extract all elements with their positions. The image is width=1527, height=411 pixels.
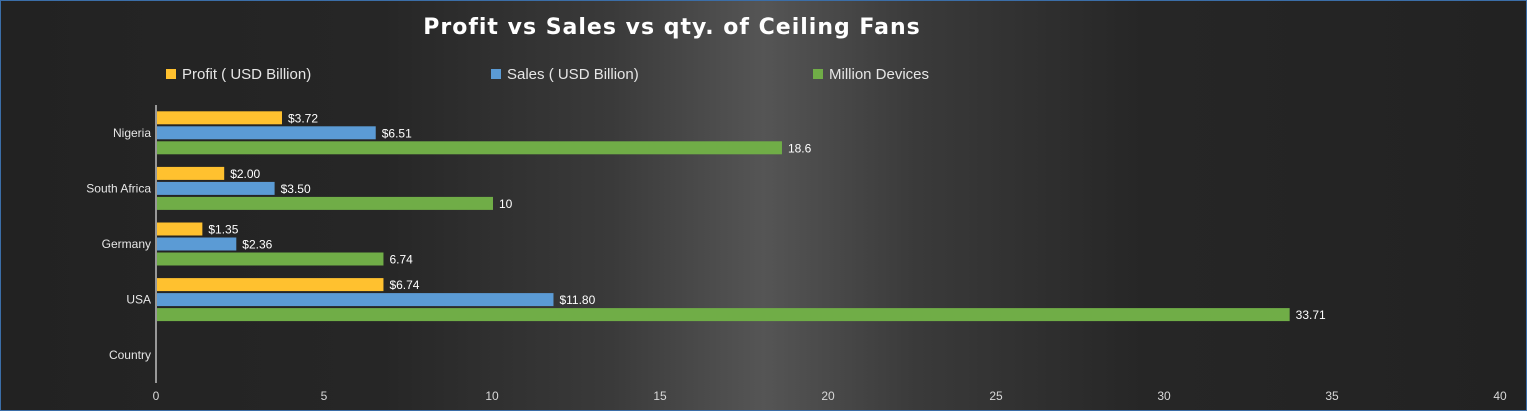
y-tick-label: Country [109, 348, 151, 362]
legend-item-devices: Million Devices [813, 64, 929, 84]
x-tick-label: 35 [1325, 389, 1339, 403]
legend-label-profit: Profit ( USD Billion) [182, 65, 312, 83]
legend-swatch-devices [813, 69, 823, 79]
x-tick-label: 25 [989, 389, 1003, 403]
bar [157, 278, 384, 292]
data-label: $2.00 [230, 167, 260, 181]
bar [157, 293, 554, 307]
data-label: 10 [499, 197, 513, 211]
x-tick-label: 10 [485, 389, 499, 403]
y-tick-label: USA [126, 293, 151, 307]
bar [157, 196, 493, 210]
data-label: 18.6 [788, 141, 812, 155]
legend-label-devices: Million Devices [829, 65, 930, 83]
data-label: 33.71 [1296, 308, 1326, 322]
bar [157, 166, 225, 180]
bar [157, 126, 376, 140]
data-label: $6.51 [382, 126, 412, 140]
data-label: $6.74 [389, 278, 419, 292]
x-tick-label: 0 [153, 389, 160, 403]
bar [157, 222, 203, 236]
y-tick-label: Nigeria [113, 126, 151, 140]
data-label: $3.50 [281, 182, 311, 196]
x-tick-label: 40 [1493, 389, 1507, 403]
x-tick-label: 15 [653, 389, 667, 403]
legend-label-sales: Sales ( USD Billion) [507, 65, 639, 83]
legend-item-profit: Profit ( USD Billion) [166, 64, 311, 84]
bar [157, 181, 275, 195]
y-tick-label: Germany [102, 237, 151, 251]
legend-item-sales: Sales ( USD Billion) [491, 64, 639, 84]
data-label: $3.72 [288, 111, 318, 125]
y-tick-label: South Africa [86, 181, 151, 195]
data-label: $2.36 [242, 238, 272, 252]
data-label: $1.35 [208, 223, 238, 237]
legend-swatch-sales [491, 69, 501, 79]
bar [157, 111, 282, 125]
data-label: 6.74 [389, 253, 413, 267]
x-tick-label: 30 [1157, 389, 1171, 403]
x-tick-label: 20 [821, 389, 835, 403]
bar [157, 252, 384, 266]
bar [157, 308, 1290, 322]
bar [157, 237, 237, 251]
legend-swatch-profit [166, 69, 176, 79]
data-label: $11.80 [559, 293, 595, 307]
chart-title: Profit vs Sales vs qty. of Ceiling Fans [423, 15, 921, 40]
bar [157, 141, 782, 155]
x-tick-label: 5 [321, 389, 328, 403]
